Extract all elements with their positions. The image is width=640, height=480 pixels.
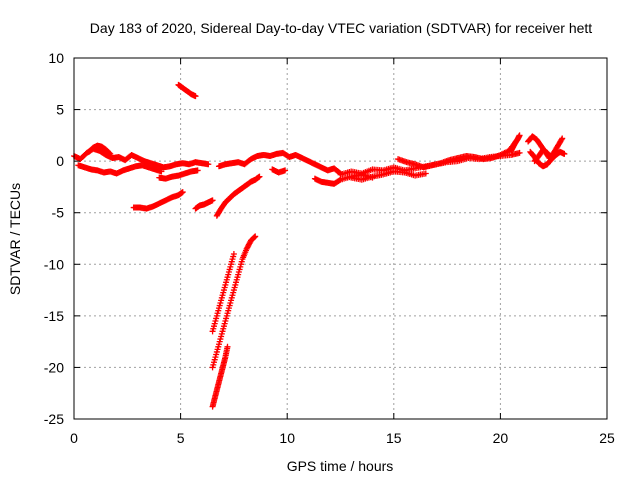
series-arc-far-right-1 [525, 133, 566, 162]
data-point [336, 177, 343, 184]
data-point [179, 189, 186, 196]
data-point [224, 343, 231, 350]
series-arc-low-left [130, 189, 186, 212]
series-arc-right-2 [348, 168, 429, 183]
x-tick-label: 10 [279, 430, 295, 446]
data-point [516, 149, 523, 156]
series-arc-mid-segment [192, 197, 216, 212]
data-point [205, 161, 212, 168]
series-arc-top [175, 81, 199, 100]
data-point [561, 150, 568, 157]
y-tick-label: -20 [44, 359, 64, 375]
series-arc-rising [213, 173, 263, 219]
series-arc-right-spike [508, 132, 523, 154]
data-point [516, 132, 523, 139]
series-steep-2 [209, 250, 237, 335]
y-axis-tick-labels: -25 -20 -15 -10 -5 0 5 10 [44, 50, 64, 427]
data-point [209, 197, 216, 204]
y-tick-label: 5 [56, 102, 64, 118]
data-point [230, 250, 237, 257]
data-point [192, 93, 199, 100]
data-point [559, 135, 566, 142]
data-point [282, 167, 289, 174]
y-axis-label: SDTVAR / TECUs [7, 183, 23, 295]
y-tick-label: -10 [44, 256, 64, 272]
data-point [548, 155, 555, 162]
y-tick-label: -15 [44, 308, 64, 324]
plot-frame [73, 57, 608, 420]
series-arc-left-bump [85, 142, 114, 157]
data-point [158, 168, 165, 175]
x-axis-label: GPS time / hours [287, 458, 394, 474]
x-axis-tick-labels: 0 5 10 15 20 25 [70, 430, 615, 446]
x-tick-label: 0 [70, 430, 78, 446]
series-arc-center-2 [269, 166, 289, 176]
grid-lines [74, 58, 607, 419]
data-point [194, 167, 201, 174]
x-tick-label: 20 [493, 430, 509, 446]
y-tick-label: 0 [56, 153, 64, 169]
data-points [71, 81, 568, 410]
data-point [252, 233, 259, 240]
series-arc-midleft [156, 167, 201, 182]
chart-title: Day 183 of 2020, Sidereal Day-to-day VTE… [90, 20, 593, 36]
x-tick-label: 25 [599, 430, 615, 446]
axis-ticks [73, 57, 608, 420]
data-point [256, 173, 263, 180]
data-point [547, 154, 554, 161]
data-point [422, 170, 429, 177]
series-arc-main-2 [75, 162, 165, 177]
data-point [107, 150, 114, 157]
x-tick-label: 15 [386, 430, 402, 446]
data-point [106, 150, 113, 157]
series-steep-3 [209, 343, 231, 410]
y-tick-label: -5 [52, 205, 65, 221]
x-tick-label: 5 [177, 430, 185, 446]
series-arc-right-3 [395, 139, 519, 171]
data-point [558, 136, 565, 143]
series-steep-1 [209, 233, 259, 371]
data-point [251, 234, 258, 241]
y-tick-label: 10 [48, 50, 64, 66]
y-tick-label: -25 [44, 411, 64, 427]
series-arc-far-right-3 [531, 146, 555, 165]
series-arc-center [215, 149, 344, 177]
